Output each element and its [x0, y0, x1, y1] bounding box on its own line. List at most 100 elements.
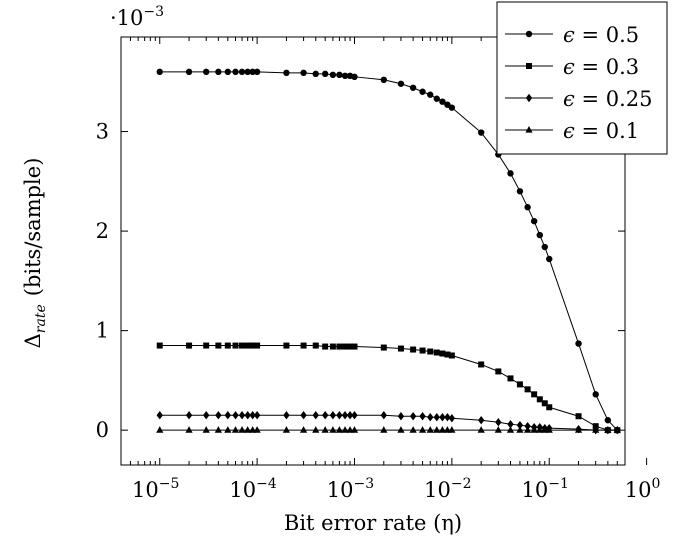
data-point: [224, 342, 231, 349]
data-point: [347, 343, 354, 350]
data-point: [185, 426, 193, 433]
data-point: [341, 426, 349, 433]
data-point: [321, 426, 329, 433]
data-point: [516, 188, 524, 195]
data-point: [329, 71, 337, 79]
data-point: [350, 426, 359, 433]
x-tick-label: 100: [625, 476, 661, 502]
data-point: [322, 343, 329, 350]
data-point: [299, 426, 308, 433]
data-point: [232, 342, 239, 349]
data-point: [439, 98, 446, 105]
data-point: [397, 345, 404, 352]
data-point: [214, 426, 222, 433]
data-point: [516, 420, 524, 430]
data-point: [185, 68, 193, 76]
legend-marker: [525, 126, 533, 133]
data-point: [477, 426, 485, 433]
data-point: [232, 68, 239, 76]
data-point: [244, 411, 251, 420]
legend-marker: [525, 93, 533, 103]
data-point: [254, 342, 261, 349]
y-tick-label: 3: [96, 120, 109, 144]
x-tick-label: 10−4: [229, 476, 276, 502]
data-point: [427, 413, 434, 422]
data-point: [448, 426, 456, 433]
data-point: [495, 368, 502, 375]
data-point: [444, 413, 451, 422]
data-point: [427, 91, 434, 98]
data-point: [215, 68, 222, 76]
data-point: [238, 68, 246, 76]
data-point: [185, 411, 193, 420]
data-point: [444, 351, 451, 358]
data-point: [342, 343, 349, 350]
data-point: [186, 342, 193, 349]
data-point: [507, 419, 514, 429]
data-point: [156, 411, 163, 420]
data-point: [546, 255, 553, 263]
data-point: [397, 80, 405, 87]
series-1: [156, 68, 621, 434]
data-point: [232, 411, 239, 420]
data-point: [335, 426, 344, 433]
data-point: [448, 414, 456, 423]
data-point: [156, 342, 163, 349]
data-point: [156, 426, 164, 433]
data-point: [604, 426, 612, 433]
data-point: [253, 426, 261, 433]
data-point: [409, 84, 417, 91]
data-point: [494, 426, 502, 433]
data-point: [477, 416, 485, 425]
legend-box: [496, 1, 668, 155]
data-point: [574, 426, 583, 433]
data-point: [231, 426, 240, 433]
data-point: [530, 217, 538, 225]
data-point: [283, 342, 290, 349]
data-point: [380, 426, 388, 433]
data-point: [253, 68, 261, 76]
data-point: [419, 88, 426, 95]
data-point: [438, 426, 447, 433]
legend-entry: ϵ = 0.5: [505, 23, 639, 47]
data-point: [427, 348, 434, 355]
legend-label: ϵ = 0.3: [563, 55, 639, 79]
legend-marker: [526, 63, 532, 69]
data-point: [215, 411, 222, 420]
data-point: [341, 411, 349, 420]
legend-label: ϵ = 0.1: [563, 119, 639, 143]
data-point: [524, 204, 531, 211]
data-point: [380, 344, 387, 351]
data-point: [202, 426, 210, 433]
data-point: [524, 426, 532, 433]
data-point: [203, 68, 210, 76]
data-point: [321, 411, 329, 420]
data-point: [336, 411, 343, 420]
data-point: [321, 70, 329, 78]
data-point: [507, 170, 514, 177]
data-point: [329, 411, 337, 420]
data-point: [283, 69, 290, 77]
data-point: [238, 411, 246, 420]
x-axis-title: Bit error rate (η): [284, 511, 462, 535]
data-point: [439, 413, 446, 422]
x-tick-label: 10−5: [132, 476, 179, 502]
data-point: [524, 386, 531, 393]
data-point: [329, 343, 336, 350]
data-point: [426, 426, 434, 433]
data-point: [541, 400, 548, 407]
data-point: [244, 342, 251, 349]
data-point: [530, 426, 538, 433]
data-point: [238, 426, 246, 433]
data-point: [546, 404, 553, 411]
data-point: [224, 411, 232, 420]
data-point: [536, 426, 544, 433]
data-point: [448, 352, 455, 359]
data-point: [410, 346, 417, 353]
data-point: [249, 411, 256, 420]
legend-entry: ϵ = 0.1: [505, 119, 639, 143]
data-point: [244, 426, 252, 433]
data-point: [516, 381, 523, 388]
data-point: [433, 349, 440, 356]
